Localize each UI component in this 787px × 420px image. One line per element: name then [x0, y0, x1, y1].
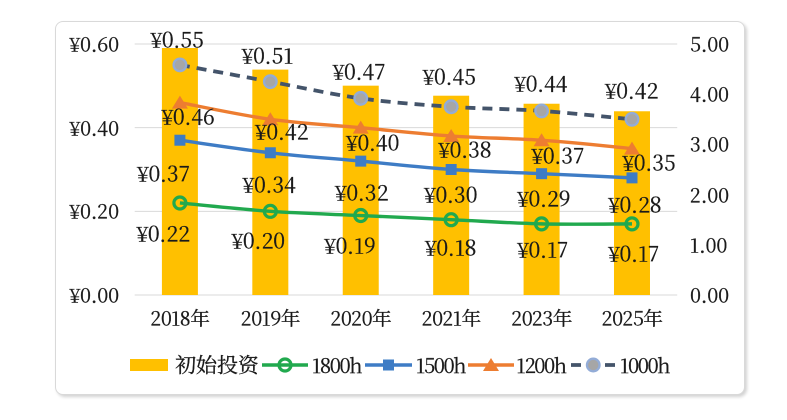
- data-label-1200h-2025年: ¥0.35: [622, 147, 676, 178]
- marker-open-circle: [443, 212, 459, 228]
- marker-triangle: [171, 95, 188, 109]
- marker-square: [445, 164, 457, 175]
- x-axis-label: 2023年: [511, 303, 572, 332]
- x-axis-label: 2020年: [330, 303, 391, 332]
- left-axis-tick: ¥0.00: [69, 280, 119, 309]
- legend-swatch-bar: [130, 359, 168, 371]
- legend-label-bar: 初始投资: [175, 349, 259, 380]
- data-label-1500h-2020年: ¥0.32: [334, 177, 389, 208]
- line-1500h: [179, 138, 633, 180]
- marker-open-circle: [172, 195, 188, 211]
- bar-2018年: [161, 48, 198, 296]
- marker-gray-circle: [172, 57, 188, 73]
- right-axis-tick: 5.00: [690, 29, 729, 58]
- bar-2021年: [433, 95, 470, 296]
- data-label-1800h-2019年: ¥0.20: [231, 225, 285, 256]
- marker-triangle: [352, 120, 369, 134]
- left-axis-tick: ¥0.40: [69, 112, 119, 141]
- data-label-1500h-2025年: ¥0.28: [608, 189, 662, 220]
- x-axis-label: 2025年: [601, 303, 663, 332]
- marker-open-circle: [262, 203, 278, 219]
- marker-square: [383, 359, 394, 371]
- marker-triangle: [443, 129, 460, 143]
- marker-gray-circle: [443, 99, 459, 115]
- data-label-1000h-2019年: ¥0.51: [241, 40, 294, 71]
- marker-gray-circle: [585, 357, 601, 373]
- marker-gray-circle: [353, 90, 369, 106]
- bar-2020年: [342, 85, 379, 295]
- legend-label-1000h: 1000h: [620, 350, 671, 379]
- marker-square: [174, 134, 186, 146]
- data-label-1200h-2018年: ¥0.46: [161, 101, 215, 132]
- marker-triangle: [483, 358, 499, 371]
- right-axis-tick: 4.00: [690, 79, 729, 108]
- marker-open-circle: [533, 216, 550, 232]
- bar-2019年: [252, 69, 289, 296]
- data-label-1800h-2021年: ¥0.18: [424, 232, 477, 263]
- data-label-1800h-2018年: ¥0.22: [136, 218, 190, 249]
- marker-triangle: [533, 133, 550, 147]
- data-label-1500h-2023年: ¥0.29: [516, 183, 571, 214]
- data-label-1000h-2023年: ¥0.44: [514, 68, 568, 99]
- line-1200h: [179, 100, 633, 151]
- marker-open-circle: [353, 207, 369, 224]
- right-axis-tick: 3.00: [690, 129, 729, 158]
- marker-square: [536, 168, 548, 180]
- marker-gray-circle: [262, 74, 278, 90]
- data-label-1500h-2021年: ¥0.30: [423, 179, 478, 210]
- marker-open-circle: [277, 357, 293, 373]
- marker-triangle: [623, 141, 640, 155]
- right-axis-tick: 2.00: [690, 179, 729, 208]
- data-label-1800h-2020年: ¥0.19: [324, 230, 376, 261]
- right-axis-tick: 0.00: [690, 280, 729, 309]
- x-axis-label: 2021年: [421, 303, 482, 332]
- legend-label-1200h: 1200h: [516, 350, 567, 379]
- left-axis-tick: ¥0.20: [69, 196, 119, 225]
- marker-square: [355, 155, 367, 167]
- marker-gray-circle: [624, 111, 640, 127]
- marker-gray-circle: [534, 103, 550, 119]
- left-axis-tick: ¥0.60: [69, 29, 119, 58]
- line-1000h: [179, 63, 633, 122]
- data-label-1200h-2021年: ¥0.38: [438, 134, 492, 165]
- data-label-1800h-2025年: ¥0.17: [608, 238, 660, 269]
- data-label-1000h-2020年: ¥0.47: [332, 56, 386, 87]
- marker-open-circle: [624, 216, 640, 232]
- legend-label-1500h: 1500h: [416, 350, 467, 379]
- data-label-1000h-2021年: ¥0.45: [422, 61, 476, 92]
- x-axis-label: 2019年: [240, 303, 301, 332]
- marker-triangle: [262, 112, 279, 126]
- data-label-1200h-2023年: ¥0.37: [531, 140, 585, 171]
- marker-square: [264, 147, 276, 159]
- right-axis-tick: 1.00: [690, 230, 728, 259]
- data-label-1000h-2018年: ¥0.55: [150, 24, 204, 55]
- data-label-1500h-2019年: ¥0.34: [242, 169, 296, 200]
- data-label-1200h-2019年: ¥0.42: [254, 116, 309, 147]
- line-1800h: [179, 201, 632, 226]
- data-label-1800h-2023年: ¥0.17: [516, 234, 569, 265]
- data-label-1200h-2020年: ¥0.40: [345, 127, 400, 158]
- marker-square: [626, 172, 638, 184]
- legend-label-1800h: 1800h: [312, 350, 363, 379]
- data-label-1000h-2025年: ¥0.42: [604, 75, 659, 106]
- data-label-1500h-2018年: ¥0.37: [136, 158, 191, 189]
- x-axis-label: 2018年: [150, 303, 210, 332]
